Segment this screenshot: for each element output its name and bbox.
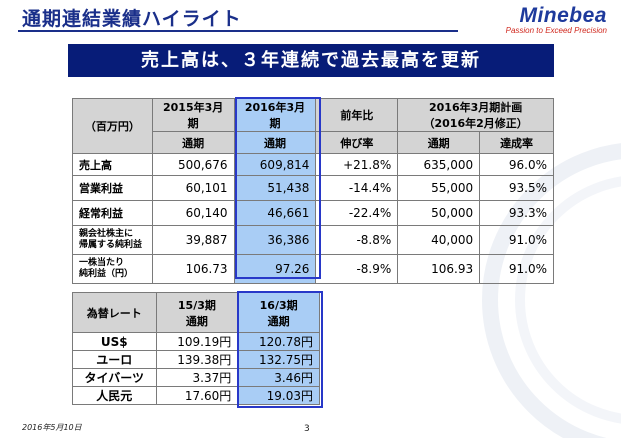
col-header-plan-line1: 2016年3月期計画 — [428, 101, 523, 114]
fx-label: 為替レート — [72, 292, 157, 333]
cell-fy2016: 36,386 — [233, 225, 317, 255]
cell-plan: 55,000 — [397, 175, 481, 201]
fx-rate-table: 為替レート 15/3期 通期 16/3期 通期 US$ 109.19円 120.… — [72, 292, 320, 405]
fx-col-fy16-line2: 通期 — [267, 314, 290, 328]
cell-fy2016: 609,814 — [233, 153, 317, 176]
col-header-fy2016: 2016年3月期 — [233, 98, 317, 132]
cell-fy2016: 97.26 — [233, 254, 317, 284]
fx-cell-fy15: 109.19円 — [155, 332, 239, 351]
row-label: 親会社株主に 帰属する純利益 — [72, 225, 153, 255]
headline-banner: 売上高は、３年連続で過去最高を更新 — [68, 44, 554, 77]
cell-yoy: -8.8% — [315, 225, 399, 255]
cell-rate: 96.0% — [479, 153, 554, 176]
fx-cell-fy16: 3.46円 — [237, 368, 320, 387]
table-row: 営業利益 60,101 51,438 -14.4% 55,000 93.5% — [72, 175, 554, 201]
row-label-line2: 純利益（円） — [79, 269, 134, 279]
table-row: 一株当たり 純利益（円） 106.73 97.26 -8.9% 106.93 9… — [72, 254, 554, 284]
page-title: 通期連結業績ハイライト — [22, 8, 242, 30]
sub-header-fy2016: 通期 — [233, 131, 317, 154]
cell-plan: 106.93 — [397, 254, 481, 284]
unit-label: （百万円） — [72, 98, 153, 154]
row-label-line1: 一株当たり — [79, 258, 125, 268]
cell-yoy: -14.4% — [315, 175, 399, 201]
cell-yoy: +21.8% — [315, 153, 399, 176]
fx-col-fy16-line1: 16/3期 — [259, 298, 298, 312]
table-row: 経常利益 60,140 46,661 -22.4% 50,000 93.3% — [72, 200, 554, 226]
cell-plan: 635,000 — [397, 153, 481, 176]
cell-rate: 93.5% — [479, 175, 554, 201]
cell-fy2015: 106.73 — [151, 254, 235, 284]
table-row: US$ 109.19円 120.78円 — [72, 332, 320, 351]
cell-fy2016: 51,438 — [233, 175, 317, 201]
cell-fy2016: 46,661 — [233, 200, 317, 226]
results-table: （百万円） 2015年3月期 2016年3月期 前年比 2016年3月期計画 （… — [72, 98, 554, 284]
sub-header-fy2015: 通期 — [151, 131, 235, 154]
cell-rate: 91.0% — [479, 225, 554, 255]
cell-fy2015: 39,887 — [151, 225, 235, 255]
col-header-plan-line2: （2016年2月修正） — [423, 117, 528, 130]
row-label: 経常利益 — [72, 200, 153, 226]
row-label-line1: 親会社株主に — [79, 229, 134, 239]
cell-plan: 40,000 — [397, 225, 481, 255]
currency-label: タイバーツ — [72, 368, 157, 387]
currency-label: ユーロ — [72, 350, 157, 369]
fx-col-fy15-line1: 15/3期 — [177, 298, 216, 312]
cell-yoy: -22.4% — [315, 200, 399, 226]
table-row: タイバーツ 3.37円 3.46円 — [72, 368, 320, 387]
cell-fy2015: 60,140 — [151, 200, 235, 226]
cell-yoy: -8.9% — [315, 254, 399, 284]
table-row: 売上高 500,676 609,814 +21.8% 635,000 96.0% — [72, 153, 554, 176]
col-header-fy2015: 2015年3月期 — [151, 98, 235, 132]
table-row: ユーロ 139.38円 132.75円 — [72, 350, 320, 369]
logo-tagline: Passion to Exceed Precision — [505, 26, 607, 35]
cell-plan: 50,000 — [397, 200, 481, 226]
table-row: 人民元 17.60円 19.03円 — [72, 386, 320, 405]
logo-wordmark: Minebea — [519, 4, 607, 27]
cell-rate: 91.0% — [479, 254, 554, 284]
cell-rate: 93.3% — [479, 200, 554, 226]
fx-cell-fy15: 17.60円 — [155, 386, 239, 405]
fx-cell-fy16: 132.75円 — [237, 350, 320, 369]
row-label-line2: 帰属する純利益 — [79, 240, 143, 250]
fx-col-fy15: 15/3期 通期 — [155, 292, 239, 333]
currency-label: US$ — [72, 332, 157, 351]
fx-cell-fy15: 3.37円 — [155, 368, 239, 387]
table-row: 親会社株主に 帰属する純利益 39,887 36,386 -8.8% 40,00… — [72, 225, 554, 255]
currency-label: 人民元 — [72, 386, 157, 405]
page-number: 3 — [304, 424, 310, 434]
title-underline — [18, 30, 458, 32]
fx-cell-fy15: 139.38円 — [155, 350, 239, 369]
footer-date: 2016年5月10日 — [22, 423, 82, 432]
cell-fy2015: 60,101 — [151, 175, 235, 201]
sub-header-rate: 達成率 — [479, 131, 554, 154]
sub-header-yoy: 伸び率 — [315, 131, 399, 154]
col-header-yoy: 前年比 — [315, 98, 399, 132]
sub-header-plan: 通期 — [397, 131, 481, 154]
fx-col-fy15-line2: 通期 — [185, 314, 208, 328]
cell-fy2015: 500,676 — [151, 153, 235, 176]
company-logo: Minebea Passion to Exceed Precision — [506, 4, 607, 35]
fx-cell-fy16: 120.78円 — [237, 332, 320, 351]
fx-cell-fy16: 19.03円 — [237, 386, 320, 405]
row-label: 営業利益 — [72, 175, 153, 201]
fx-col-fy16: 16/3期 通期 — [237, 292, 320, 333]
col-header-plan: 2016年3月期計画 （2016年2月修正） — [397, 98, 554, 132]
row-label: 売上高 — [72, 153, 153, 176]
row-label: 一株当たり 純利益（円） — [72, 254, 153, 284]
